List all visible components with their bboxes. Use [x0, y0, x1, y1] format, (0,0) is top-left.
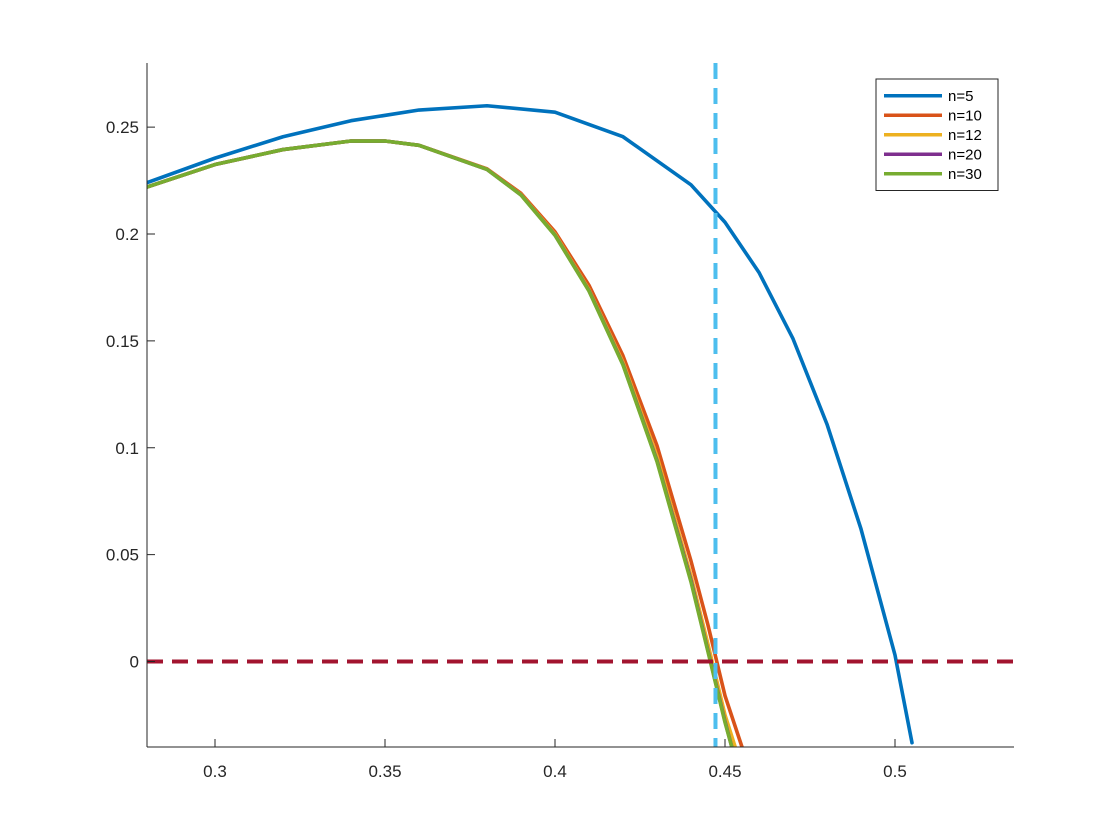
series-line-n-20: [147, 139, 734, 747]
legend-label: n=10: [948, 107, 982, 124]
y-tick-label: 0.2: [115, 225, 139, 244]
legend-label: n=30: [948, 166, 982, 183]
series-line-n-30: [147, 139, 734, 747]
plot-area: [147, 63, 1014, 747]
x-tick-label: 0.4: [543, 762, 567, 781]
x-tick-label: 0.35: [368, 762, 401, 781]
y-tick-label: 0.15: [106, 332, 139, 351]
x-tick-label: 0.5: [883, 762, 907, 781]
series-line-n-5: [147, 103, 914, 745]
series-line-n-12: [147, 139, 737, 747]
legend-label: n=12: [948, 127, 982, 144]
y-tick-label: 0.05: [106, 546, 139, 565]
legend: n=5 n=10 n=12 n=20 n=30: [875, 78, 999, 191]
y-tick-label: 0.25: [106, 118, 139, 137]
x-tick-label: 0.45: [708, 762, 741, 781]
legend-label: n=20: [948, 146, 982, 163]
legend-label: n=5: [948, 88, 973, 105]
axes: 0.3 0.35 0.4 0.45 0.5 0 0.05 0.1 0.15 0.2 0.25: [106, 63, 1014, 781]
y-tick-label: 0: [130, 653, 139, 672]
x-tick-label: 0.3: [203, 762, 227, 781]
y-tick-label: 0.1: [115, 439, 139, 458]
